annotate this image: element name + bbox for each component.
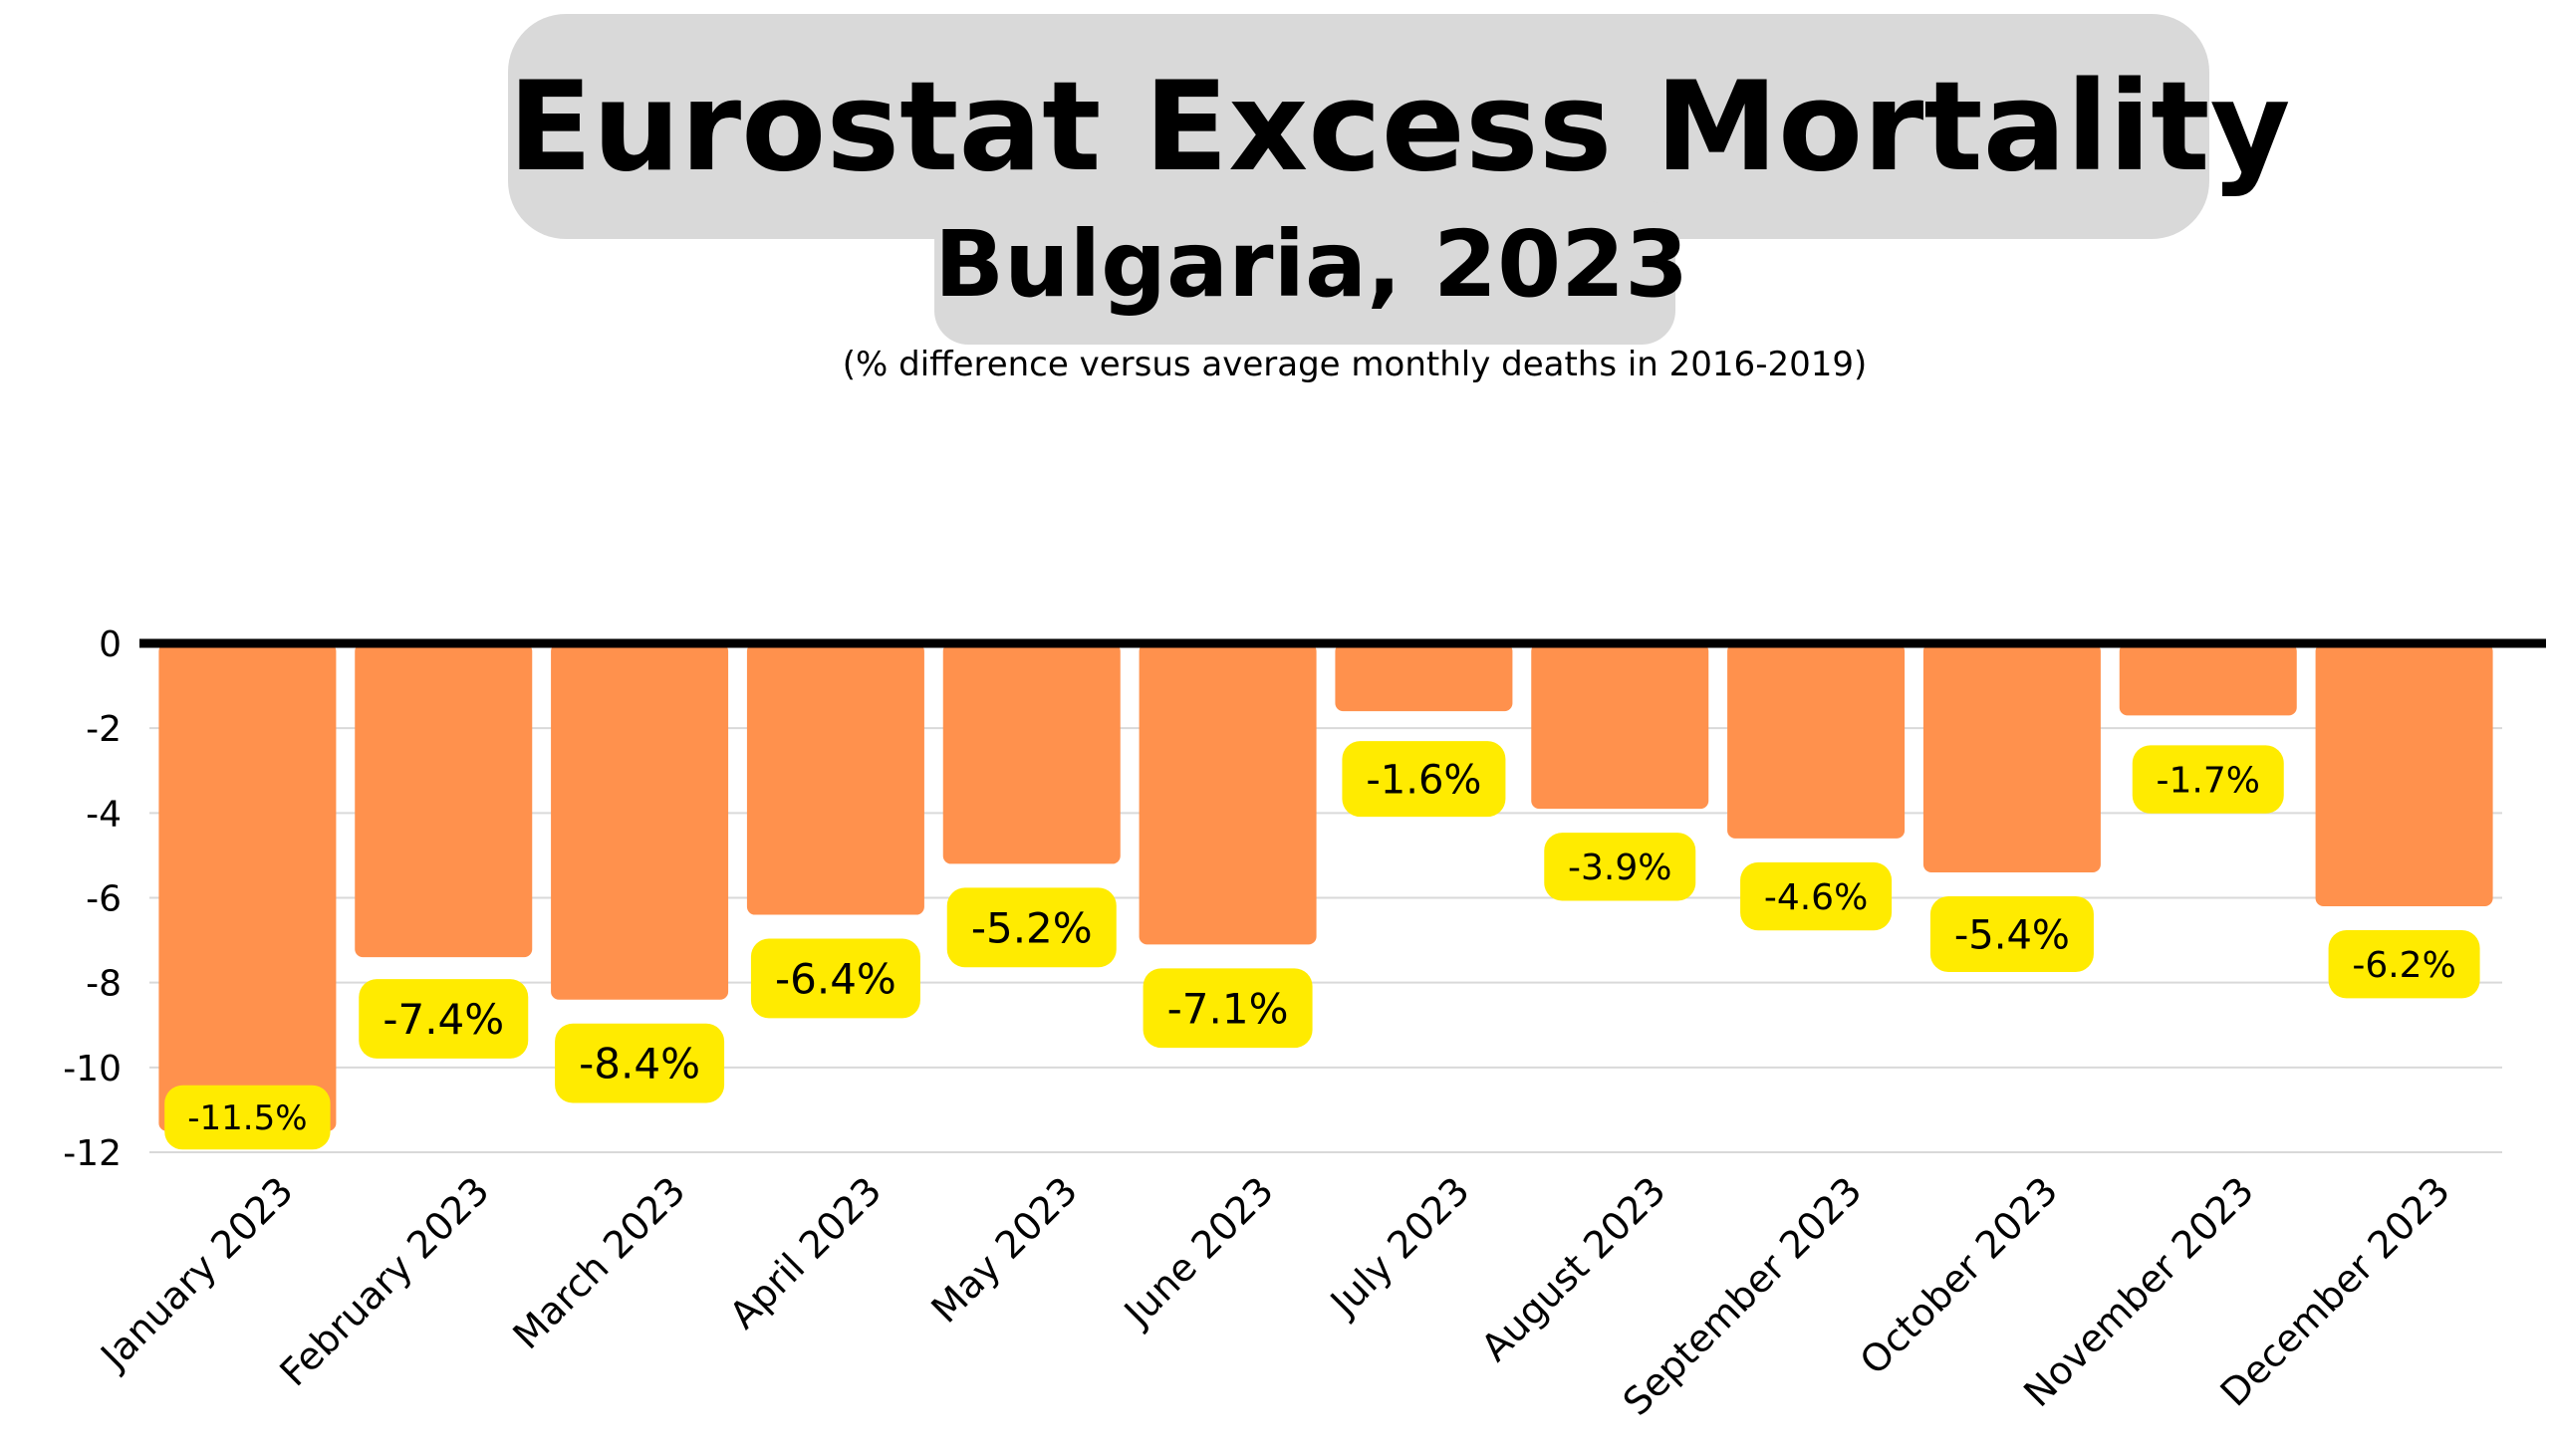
- data-label: -3.9%: [1568, 848, 1671, 888]
- x-tick-label: October 2023: [1852, 1168, 2067, 1383]
- x-tick-label: February 2023: [272, 1168, 498, 1394]
- data-label-pill: [1929, 895, 2094, 972]
- x-tick-label: January 2023: [91, 1168, 301, 1378]
- data-label-pill: [750, 938, 920, 1019]
- x-tick-label: May 2023: [923, 1168, 1087, 1332]
- bar: [355, 643, 533, 958]
- bar: [1531, 643, 1709, 810]
- data-label-pill: [555, 1023, 725, 1103]
- data-label: -1.6%: [1366, 758, 1481, 804]
- bar: [746, 643, 924, 915]
- bar: [1922, 643, 2101, 872]
- bar: [1727, 643, 1906, 839]
- data-label-pill: [1143, 968, 1313, 1049]
- chart-subtitle: Bulgaria, 2023: [934, 211, 1689, 318]
- bar: [1139, 643, 1317, 945]
- data-label-pill: [359, 979, 529, 1059]
- data-label-pill: [1342, 741, 1506, 818]
- data-label-pill: [164, 1085, 331, 1150]
- data-label: -6.2%: [2352, 945, 2455, 986]
- x-tick-label: June 2023: [1115, 1168, 1282, 1335]
- data-label: -8.4%: [579, 1040, 700, 1089]
- bar: [158, 643, 337, 1131]
- x-tick-label: August 2023: [1473, 1168, 1674, 1369]
- bar: [2315, 643, 2493, 907]
- x-tick-label: March 2023: [505, 1168, 694, 1357]
- data-label-pill: [2132, 745, 2284, 814]
- y-tick-label: -8: [86, 964, 122, 1005]
- data-label: -7.1%: [1167, 984, 1289, 1033]
- data-label: -5.2%: [971, 903, 1093, 952]
- bar: [942, 643, 1121, 864]
- data-label-pill: [2328, 930, 2480, 999]
- data-label: -7.4%: [383, 995, 504, 1044]
- data-label: -4.6%: [1764, 877, 1868, 918]
- data-label-pill: [1740, 861, 1893, 931]
- data-label: -1.7%: [2157, 761, 2260, 802]
- chart-title: Eurostat Excess Mortality: [508, 56, 2291, 199]
- x-tick-label: April 2023: [721, 1168, 890, 1336]
- y-tick-label: -2: [86, 709, 122, 750]
- data-label: -5.4%: [1954, 912, 2070, 958]
- x-tick-label: July 2023: [1321, 1168, 1478, 1326]
- y-tick-label: -4: [86, 794, 122, 835]
- y-tick-label: -10: [63, 1049, 122, 1090]
- data-label-pill: [1544, 833, 1696, 901]
- y-tick-label: -12: [63, 1133, 122, 1174]
- bar: [551, 643, 729, 1000]
- y-tick-label: 0: [99, 624, 122, 665]
- data-label: -11.5%: [187, 1098, 307, 1138]
- data-label-pill: [946, 887, 1117, 968]
- data-label: -6.4%: [775, 955, 896, 1004]
- y-tick-label: -6: [86, 879, 122, 920]
- bar: [2119, 643, 2297, 716]
- subtitle-background: [934, 199, 1675, 345]
- bar: [1335, 643, 1513, 712]
- chart-note: (% difference versus average monthly dea…: [842, 345, 1868, 384]
